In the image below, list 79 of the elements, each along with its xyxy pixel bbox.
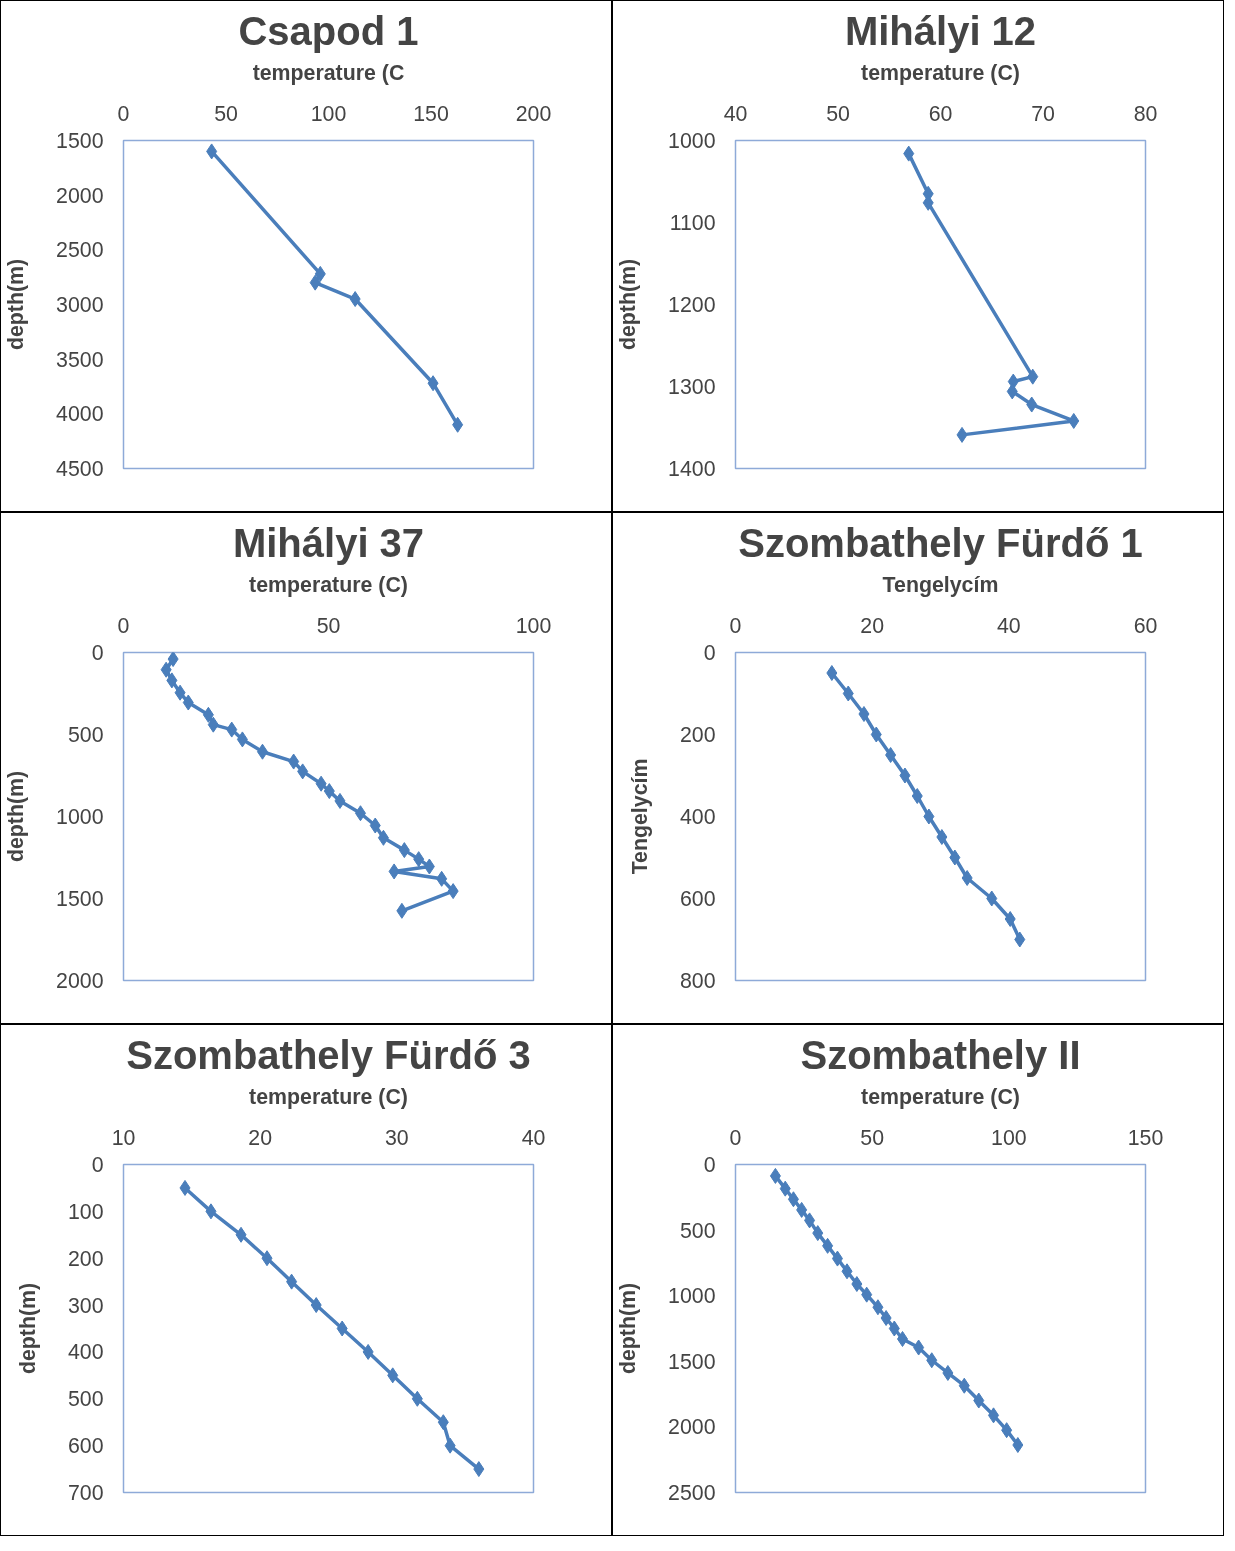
chart-title: Szombathely Fürdő 1 xyxy=(738,520,1143,565)
y-tick-label: 1400 xyxy=(668,457,716,481)
x-tick-label: 60 xyxy=(1133,613,1158,638)
y-tick-label: 2000 xyxy=(668,1415,716,1440)
y-tick-label: 1300 xyxy=(668,375,716,399)
y-tick-label: 100 xyxy=(67,1199,104,1224)
x-tick-label: 40 xyxy=(996,613,1021,638)
x-tick-label: 40 xyxy=(521,1125,546,1150)
x-tick-label: 100 xyxy=(515,613,552,638)
y-tick-label: 0 xyxy=(91,641,104,665)
x-axis-title: Tengelycím xyxy=(882,572,999,597)
chart-title: Csapod 1 xyxy=(238,8,419,53)
x-tick-label: 50 xyxy=(214,101,238,126)
chart-title: Szombathely II xyxy=(800,1032,1081,1077)
x-axis-title: temperature (C) xyxy=(249,1084,408,1109)
chart-title: Mihályi 37 xyxy=(232,520,425,565)
x-tick-label: 70 xyxy=(1031,101,1055,126)
y-tick-label: 1200 xyxy=(668,293,716,317)
y-tick-label: 400 xyxy=(67,1340,104,1365)
y-tick-label: 3000 xyxy=(56,293,104,317)
x-tick-label: 100 xyxy=(310,101,347,126)
x-tick-label: 50 xyxy=(860,1125,885,1150)
y-tick-label: 2500 xyxy=(56,238,104,263)
y-axis-title: Tengelycím xyxy=(627,758,652,875)
y-tick-label: 800 xyxy=(679,969,716,993)
y-axis-title: depth(m) xyxy=(4,258,29,351)
y-tick-label: 4000 xyxy=(56,402,104,427)
x-tick-label: 150 xyxy=(1127,1125,1164,1150)
y-tick-label: 600 xyxy=(67,1434,104,1459)
x-axis-title: temperature (C xyxy=(252,60,405,85)
y-tick-label: 700 xyxy=(67,1481,104,1505)
x-tick-label: 0 xyxy=(729,1125,742,1150)
y-tick-label: 4500 xyxy=(56,457,104,481)
x-axis-title: temperature (C) xyxy=(861,60,1020,85)
x-tick-label: 0 xyxy=(117,613,130,638)
y-tick-label: 1000 xyxy=(56,805,104,829)
y-tick-label: 2000 xyxy=(56,183,104,208)
y-tick-label: 1100 xyxy=(669,211,716,235)
y-tick-label: 1500 xyxy=(668,1349,716,1374)
y-tick-label: 0 xyxy=(703,641,716,665)
x-tick-label: 20 xyxy=(860,613,885,638)
x-tick-label: 0 xyxy=(117,101,130,126)
y-axis-title: depth(m) xyxy=(616,1282,641,1375)
x-tick-label: 0 xyxy=(729,613,742,638)
chart-title: Mihályi 12 xyxy=(844,8,1037,53)
y-tick-label: 0 xyxy=(91,1153,104,1177)
chart-title: Szombathely Fürdő 3 xyxy=(126,1032,531,1077)
y-axis-title: depth(m) xyxy=(4,770,29,863)
y-tick-label: 1000 xyxy=(668,1284,716,1309)
x-axis-title: temperature (C) xyxy=(249,572,408,597)
y-tick-label: 3500 xyxy=(56,347,104,372)
y-tick-label: 200 xyxy=(679,723,716,747)
y-tick-label: 500 xyxy=(67,1387,104,1412)
y-tick-label: 400 xyxy=(679,805,716,829)
y-axis-title: depth(m) xyxy=(616,258,641,351)
y-tick-label: 2500 xyxy=(668,1481,716,1505)
y-tick-label: 500 xyxy=(679,1218,716,1243)
y-tick-label: 1000 xyxy=(668,129,716,153)
y-tick-label: 600 xyxy=(679,887,716,911)
y-tick-label: 300 xyxy=(67,1293,104,1318)
x-tick-label: 10 xyxy=(111,1125,136,1150)
x-tick-label: 60 xyxy=(928,101,953,126)
x-tick-label: 40 xyxy=(723,101,748,126)
x-tick-label: 150 xyxy=(413,101,449,126)
x-tick-label: 80 xyxy=(1133,101,1158,126)
y-tick-label: 2000 xyxy=(56,969,104,993)
y-tick-label: 500 xyxy=(67,723,104,747)
x-tick-label: 30 xyxy=(384,1125,409,1150)
x-tick-label: 50 xyxy=(316,613,341,638)
x-tick-label: 200 xyxy=(515,101,552,126)
y-tick-label: 1500 xyxy=(56,129,104,153)
x-tick-label: 50 xyxy=(826,101,850,126)
y-axis-title: depth(m) xyxy=(15,1282,40,1375)
x-tick-label: 20 xyxy=(248,1125,273,1150)
x-tick-label: 100 xyxy=(991,1125,1027,1150)
y-tick-label: 0 xyxy=(703,1153,716,1177)
y-tick-label: 200 xyxy=(67,1246,104,1271)
y-tick-label: 1500 xyxy=(56,887,104,911)
x-axis-title: temperature (C) xyxy=(861,1084,1020,1109)
